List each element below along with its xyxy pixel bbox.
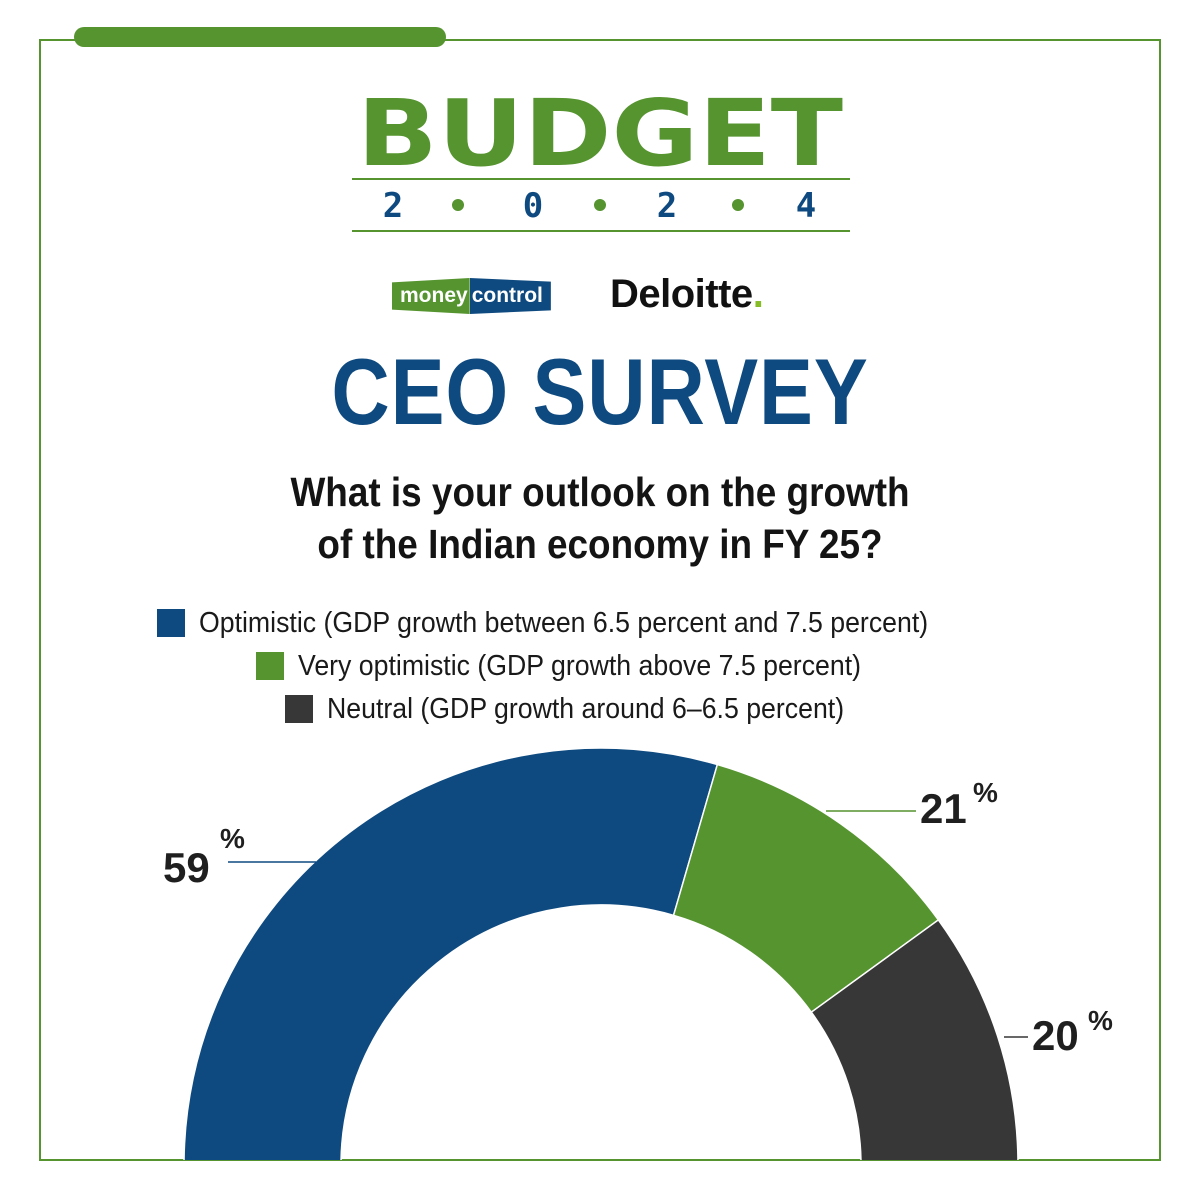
budget-year-dot [594,199,606,211]
moneycontrol-logo-control: control [469,278,551,314]
budget-year-digit: 4 [796,186,816,226]
deloitte-logo: Deloitte. [610,272,764,317]
chart-frame [39,39,1161,1161]
subtitle-line: What is your outlook on the growth [290,469,910,515]
data-label-very-optimistic: 21 [920,785,967,832]
budget-year-dot [732,199,744,211]
data-label-unit-neutral: % [1088,1005,1113,1036]
legend-label: Optimistic (GDP growth between 6.5 perce… [199,606,929,639]
donut-slice-neutral [810,918,1019,1160]
budget-year: 2 0 2 4 [383,186,816,226]
legend-label: Very optimistic (GDP growth above 7.5 pe… [298,649,862,682]
budget-word: BUDGET [357,80,843,187]
deloitte-dot: . [752,272,764,316]
budget-year-digit: 0 [523,186,543,226]
deloitte-wordmark: Deloitte [610,272,753,316]
top-accent-bar [74,27,446,47]
budget-year-digit: 2 [383,186,403,226]
legend-item-very-optimistic: Very optimistic (GDP growth above 7.5 pe… [256,649,910,683]
moneycontrol-logo-money: money [392,278,470,314]
chart-subtitle: What is your outlook on the growth of th… [60,466,1140,570]
chart-title: CEO SURVEY [331,339,869,444]
data-label-unit-optimistic: % [220,823,245,854]
legend-item-neutral: Neutral (GDP growth around 6–6.5 percent… [285,692,889,726]
data-label-optimistic: 59 [163,844,210,891]
donut-slice-optimistic [183,747,719,1160]
data-label-neutral: 20 [1032,1012,1079,1059]
moneycontrol-logo: money control [392,278,590,314]
legend-label: Neutral (GDP growth around 6–6.5 percent… [327,692,845,725]
legend-swatch [157,609,185,637]
legend-swatch [256,652,284,680]
legend-swatch [285,695,313,723]
data-label-unit-very-optimistic: % [973,777,998,808]
budget-year-dot [452,199,464,211]
subtitle-line: of the Indian economy in FY 25? [317,521,883,567]
budget-2024-logo: BUDGET 2 0 2 4 [352,80,850,232]
budget-year-digit: 2 [657,186,677,226]
partner-logos: money control Deloitte. [392,272,822,316]
legend-item-optimistic: Optimistic (GDP growth between 6.5 perce… [157,606,992,640]
